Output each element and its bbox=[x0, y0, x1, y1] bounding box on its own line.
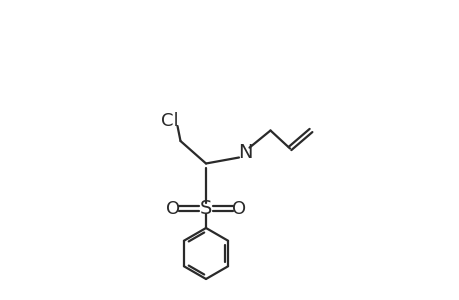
Text: N: N bbox=[237, 143, 252, 163]
Text: O: O bbox=[166, 200, 179, 217]
Text: S: S bbox=[199, 199, 212, 218]
Text: O: O bbox=[231, 200, 246, 217]
Text: Cl: Cl bbox=[161, 112, 179, 130]
